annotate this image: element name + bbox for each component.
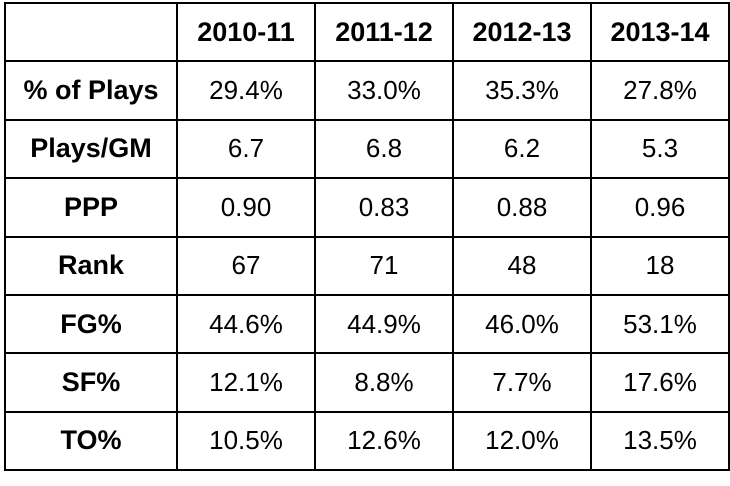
column-header: 2013-14 xyxy=(590,1,730,63)
row-header: SF% xyxy=(4,352,178,413)
data-cell: 44.6% xyxy=(176,293,316,355)
data-cell: 48 xyxy=(452,235,592,296)
row-header: FG% xyxy=(4,293,178,355)
data-cell: 13.5% xyxy=(590,410,730,472)
row-header: TO% xyxy=(4,410,178,472)
data-cell: 0.83 xyxy=(314,177,454,238)
table-row: % of Plays 29.4% 33.0% 35.3% 27.8% xyxy=(4,60,730,121)
table-row: SF% 12.1% 8.8% 7.7% 17.6% xyxy=(4,352,730,413)
row-header: % of Plays xyxy=(4,60,178,121)
table-row: TO% 10.5% 12.6% 12.0% 13.5% xyxy=(4,410,730,472)
row-header: PPP xyxy=(4,177,178,238)
column-header: 2010-11 xyxy=(176,1,316,63)
data-cell: 27.8% xyxy=(590,60,730,121)
data-cell: 8.8% xyxy=(314,352,454,413)
data-cell: 0.88 xyxy=(452,177,592,238)
data-cell: 5.3 xyxy=(590,118,730,180)
table-body: % of Plays 29.4% 33.0% 35.3% 27.8% Plays… xyxy=(4,60,730,472)
column-header: 2012-13 xyxy=(452,1,592,63)
row-header: Rank xyxy=(4,235,178,296)
data-cell: 10.5% xyxy=(176,410,316,472)
data-cell: 12.0% xyxy=(452,410,592,472)
data-cell: 71 xyxy=(314,235,454,296)
data-cell: 0.90 xyxy=(176,177,316,238)
data-cell: 29.4% xyxy=(176,60,316,121)
data-cell: 12.1% xyxy=(176,352,316,413)
data-cell: 6.8 xyxy=(314,118,454,180)
data-cell: 0.96 xyxy=(590,177,730,238)
table-row: Rank 67 71 48 18 xyxy=(4,235,730,296)
data-cell: 33.0% xyxy=(314,60,454,121)
data-cell: 6.2 xyxy=(452,118,592,180)
data-cell: 12.6% xyxy=(314,410,454,472)
column-header: 2011-12 xyxy=(314,1,454,63)
table-header: 2010-11 2011-12 2012-13 2013-14 xyxy=(4,1,730,63)
table-row: FG% 44.6% 44.9% 46.0% 53.1% xyxy=(4,293,730,355)
data-cell: 6.7 xyxy=(176,118,316,180)
data-cell: 67 xyxy=(176,235,316,296)
stats-table: 2010-11 2011-12 2012-13 2013-14 % of Pla… xyxy=(4,1,730,472)
table-row: Plays/GM 6.7 6.8 6.2 5.3 xyxy=(4,118,730,180)
data-cell: 18 xyxy=(590,235,730,296)
data-cell: 17.6% xyxy=(590,352,730,413)
corner-cell xyxy=(4,1,178,63)
data-cell: 44.9% xyxy=(314,293,454,355)
table-row: PPP 0.90 0.83 0.88 0.96 xyxy=(4,177,730,238)
data-cell: 7.7% xyxy=(452,352,592,413)
header-row: 2010-11 2011-12 2012-13 2013-14 xyxy=(4,1,730,63)
data-cell: 35.3% xyxy=(452,60,592,121)
data-cell: 53.1% xyxy=(590,293,730,355)
row-header: Plays/GM xyxy=(4,118,178,180)
data-cell: 46.0% xyxy=(452,293,592,355)
